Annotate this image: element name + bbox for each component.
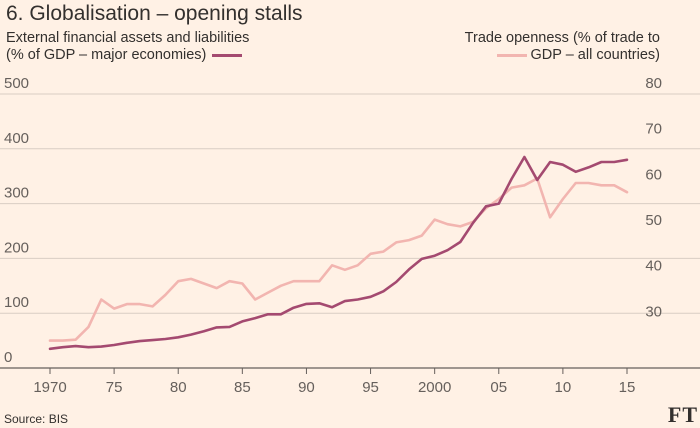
- series-lines: [48, 155, 629, 351]
- legend-financial-line2: (% of GDP – major economies): [6, 47, 207, 63]
- left-tick-label-100: 100: [4, 294, 29, 311]
- x-tick-label-2015: 15: [619, 379, 636, 396]
- right-tick-label-30: 30: [645, 303, 662, 320]
- legend-trade-line2: GDP – all countries): [530, 47, 660, 63]
- legend-trade-line1: Trade openness (% of trade to: [464, 30, 660, 46]
- legend-financial-line1: External financial assets and liabilitie…: [6, 30, 250, 46]
- right-tick-label-60: 60: [645, 166, 662, 183]
- legend-financial-swatch: [212, 53, 243, 57]
- x-tick-label-1995: 95: [362, 379, 379, 396]
- right-tick-label-80: 80: [645, 75, 662, 92]
- legend-trade-swatch: [496, 53, 527, 57]
- right-tick-label-40: 40: [645, 258, 662, 275]
- left-tick-label-500: 500: [4, 75, 29, 92]
- x-tick-label-2005: 05: [490, 379, 507, 396]
- ft-logo: FT: [667, 402, 698, 427]
- left-tick-label-400: 400: [4, 130, 29, 147]
- series-trade-line: [48, 177, 629, 342]
- left-tick-label-200: 200: [4, 239, 29, 256]
- source-note: Source: BIS: [4, 412, 69, 426]
- right-axis-labels: 30 40 50 60 70 80: [645, 75, 662, 320]
- series-financial-line: [48, 155, 629, 351]
- x-tick-label-1970: 1970: [33, 379, 66, 396]
- x-axis: 1970 75 80 85 90 95 2000 05 10 15: [0, 367, 700, 396]
- legend-trade: Trade openness (% of trade to GDP – all …: [465, 30, 660, 64]
- chart-title: 6. Globalisation – opening stalls: [6, 2, 303, 25]
- gridlines: [0, 93, 700, 314]
- left-tick-label-300: 300: [4, 185, 29, 202]
- legend-financial: External financial assets and liabilitie…: [6, 30, 249, 64]
- x-tick-label-1985: 85: [234, 379, 251, 396]
- right-tick-label-70: 70: [645, 121, 662, 138]
- x-tick-label-1980: 80: [170, 379, 187, 396]
- x-tick-label-1975: 75: [106, 379, 123, 396]
- left-axis-labels: 0 100 200 300 400 500: [4, 75, 29, 366]
- left-tick-label-0: 0: [4, 349, 12, 366]
- x-tick-label-2000: 2000: [418, 379, 451, 396]
- right-tick-label-50: 50: [645, 212, 662, 229]
- x-tick-label-2010: 10: [555, 379, 572, 396]
- x-tick-label-1990: 90: [298, 379, 315, 396]
